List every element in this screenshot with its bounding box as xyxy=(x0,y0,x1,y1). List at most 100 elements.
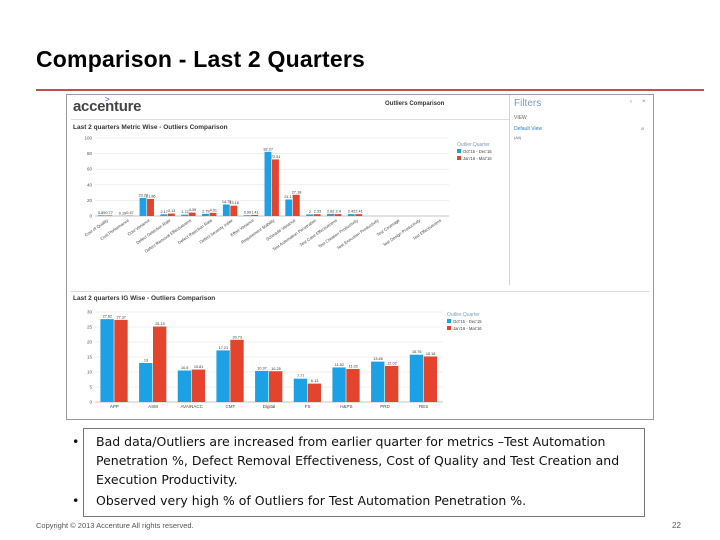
x-tick-label: AVA/NACC xyxy=(180,404,203,409)
bar xyxy=(346,368,360,402)
data-label: 13 xyxy=(144,359,148,363)
legend-label: Jan'16 - Mar'16 xyxy=(453,326,482,331)
y-tick-label: 0 xyxy=(89,400,92,405)
bar xyxy=(191,369,205,402)
legend-swatch xyxy=(447,326,451,330)
bar xyxy=(243,215,251,216)
data-label: 27.62 xyxy=(103,315,113,319)
bar xyxy=(307,383,321,402)
data-label: 2 xyxy=(309,210,311,214)
bar xyxy=(153,326,167,402)
data-label: 10.25 xyxy=(271,367,281,371)
dashboard-header: Outliers Comparison xyxy=(385,101,445,107)
bar xyxy=(181,214,189,216)
bar xyxy=(355,214,363,216)
bar xyxy=(255,370,269,402)
data-label: 4.39 xyxy=(189,208,196,212)
x-tick-label: ASM xyxy=(148,404,158,409)
data-label: 13.16 xyxy=(229,201,239,205)
bar xyxy=(177,370,192,402)
data-label: 20.73 xyxy=(233,335,243,339)
filters-all-value: (All) xyxy=(514,135,522,140)
bar xyxy=(269,371,283,402)
data-label: 21.17 xyxy=(284,195,294,199)
data-label: 14.75 xyxy=(222,200,232,204)
x-tick-label: APP xyxy=(110,404,119,409)
data-label: 2.79 xyxy=(202,209,209,213)
bar xyxy=(385,365,399,402)
bar xyxy=(285,199,293,216)
data-label: 15.76 xyxy=(412,350,422,354)
data-label: 0.89 xyxy=(98,211,105,215)
bullet-dot: • xyxy=(72,434,80,449)
clear-filter-icon[interactable]: ⌀ xyxy=(641,126,645,132)
bar xyxy=(139,197,147,216)
bar xyxy=(332,367,346,402)
legend-label: Oct'15 - Dec'15 xyxy=(463,149,492,154)
bar xyxy=(423,356,437,402)
bar xyxy=(347,214,355,216)
data-label: 13.46 xyxy=(373,357,383,361)
y-tick-label: 5 xyxy=(89,385,92,390)
bullet-item: • Observed very high % of Outliers for T… xyxy=(72,493,527,508)
data-label: 0.47 xyxy=(126,211,133,215)
data-label: 1.41 xyxy=(251,210,258,214)
data-label: 10.37 xyxy=(257,366,267,370)
data-label: 11.02 xyxy=(349,364,358,368)
bar xyxy=(160,214,168,216)
data-label: 7.77 xyxy=(297,374,304,378)
data-label: 11.52 xyxy=(335,363,344,367)
data-label: 27.18 xyxy=(292,190,302,194)
bar xyxy=(139,363,153,402)
ig-wise-chart: 0 5 10 15 20 25 30 27.62 27.37 APP 13 25.15 ASM 10.5 1… xyxy=(87,310,482,410)
data-label: 0.99 xyxy=(244,211,251,215)
collapse-icon[interactable]: ‹ xyxy=(630,99,632,105)
bar xyxy=(371,361,385,402)
bar xyxy=(230,205,238,216)
data-label: 17.21 xyxy=(219,346,229,350)
bar xyxy=(409,354,424,402)
data-label: 10.81 xyxy=(194,365,204,369)
bar xyxy=(313,214,321,216)
data-label: 1.72 xyxy=(181,210,188,214)
bar xyxy=(100,319,114,402)
filters-pane: Filters ‹ × VIEW Default View ⌀ (All) xyxy=(509,95,653,285)
y-tick-label: 20 xyxy=(87,340,93,345)
data-label: 15.18 xyxy=(426,352,436,356)
close-icon[interactable]: × xyxy=(642,99,646,105)
legend-swatch xyxy=(457,149,461,153)
filters-view-label: VIEW xyxy=(514,115,527,121)
data-label: 82.27 xyxy=(263,147,273,151)
data-label: 10.5 xyxy=(181,366,188,370)
bar xyxy=(251,214,259,216)
bullet-dot: • xyxy=(72,493,80,508)
y-tick-label: 30 xyxy=(87,310,93,315)
title-divider xyxy=(36,89,704,91)
y-tick-label: 25 xyxy=(87,325,93,330)
bar xyxy=(326,213,334,216)
metric-wise-panel: Last 2 quarters Metric Wise - Outliers C… xyxy=(71,119,649,290)
data-label: 0.19 xyxy=(119,211,126,215)
y-tick-label: 100 xyxy=(84,136,92,141)
bar xyxy=(216,350,230,402)
data-label: 2.42 xyxy=(348,210,355,214)
x-tick-label: RES xyxy=(419,404,428,409)
bar xyxy=(97,215,105,216)
bar xyxy=(209,212,217,216)
bar xyxy=(306,214,314,216)
bar xyxy=(230,339,244,402)
y-tick-label: 40 xyxy=(87,182,93,187)
filters-view-select[interactable]: Default View xyxy=(514,126,542,132)
footer-copyright: Copyright © 2013 Accenture All rights re… xyxy=(36,521,194,530)
bar xyxy=(147,198,154,216)
bar xyxy=(293,378,308,402)
chart1-title: Last 2 quarters Metric Wise - Outliers C… xyxy=(73,124,228,131)
data-label: 2.4 xyxy=(336,210,341,214)
data-label: 2.33 xyxy=(314,210,321,214)
dashboard-screenshot: accenture > Outliers Comparison Last 2 q… xyxy=(66,94,654,420)
bar xyxy=(114,319,128,402)
bar xyxy=(188,212,196,216)
x-tick-label: PRD xyxy=(380,404,390,409)
data-label: 0.77 xyxy=(105,211,112,215)
